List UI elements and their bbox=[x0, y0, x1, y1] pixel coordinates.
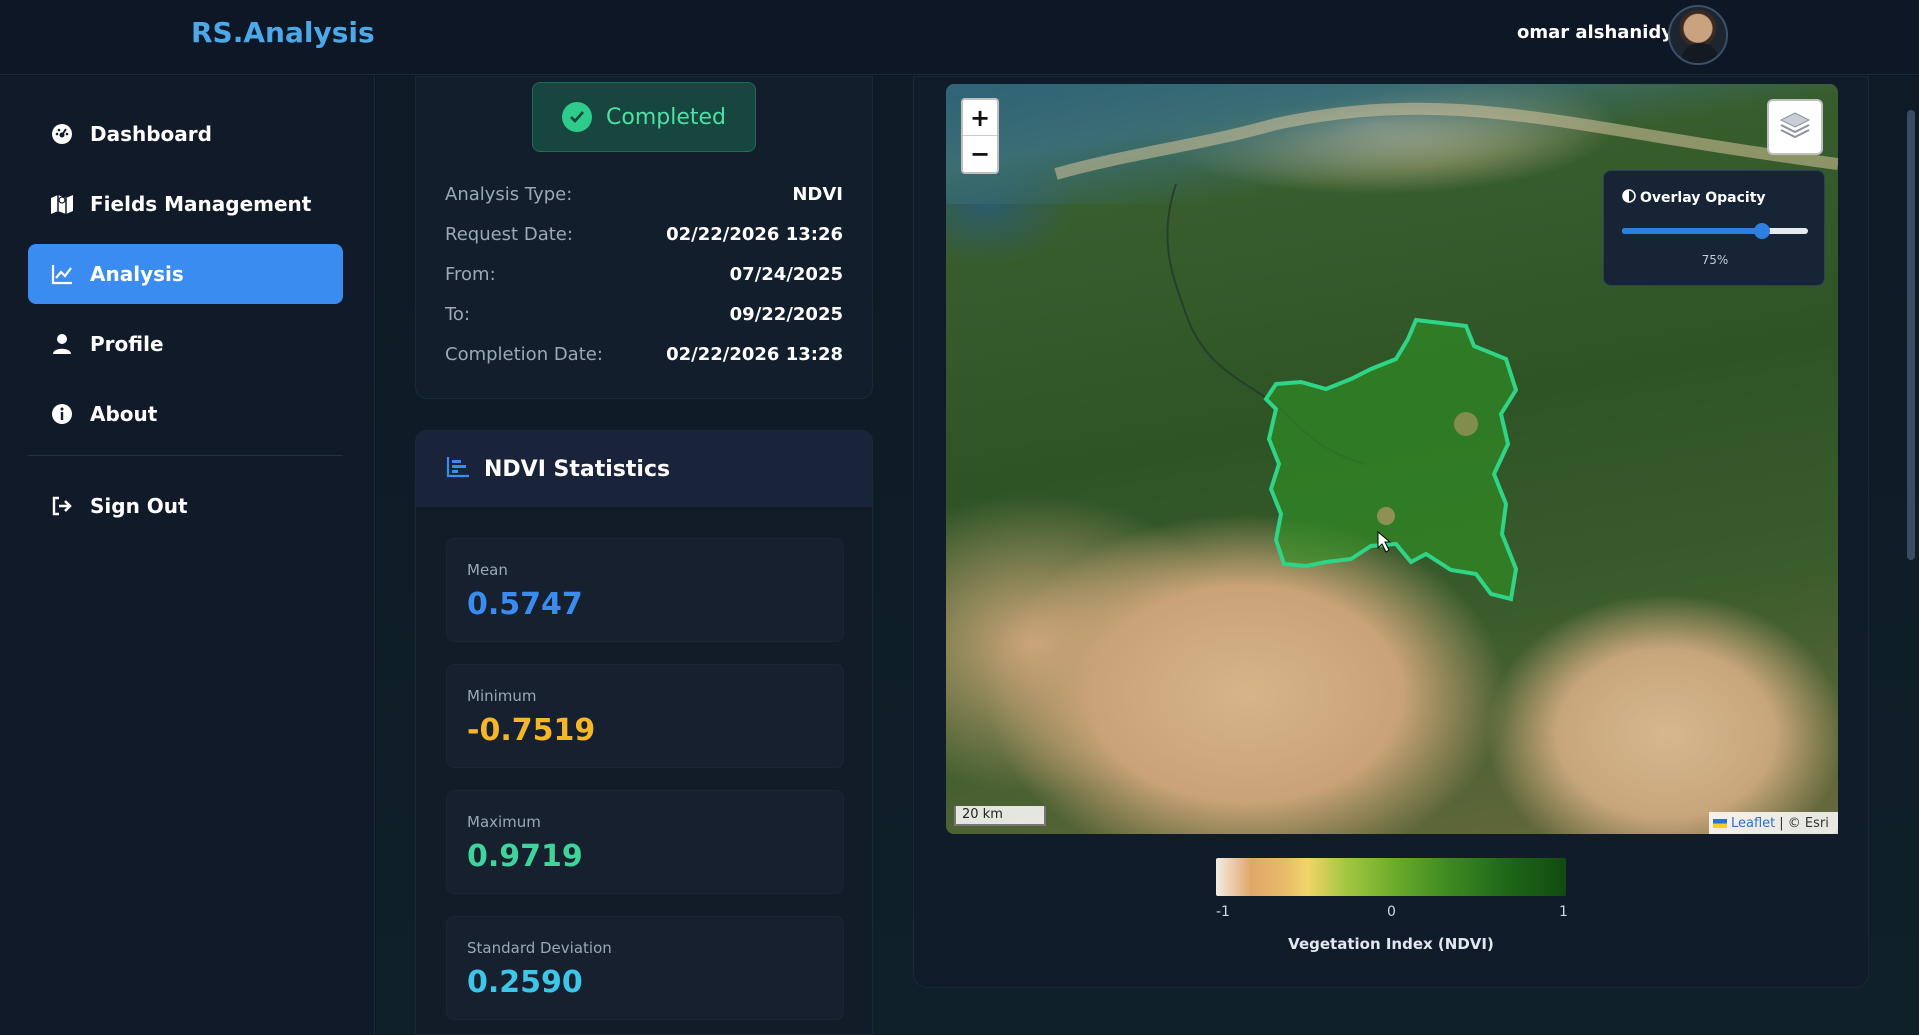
check-circle-icon bbox=[562, 102, 592, 132]
chart-line-icon bbox=[50, 262, 74, 286]
legend-min-label: -1 bbox=[1216, 904, 1230, 920]
sidebar-divider bbox=[28, 455, 343, 456]
overlay-opacity-panel: Overlay Opacity 75% bbox=[1603, 170, 1825, 286]
brand-logo[interactable]: RS.Analysis bbox=[191, 16, 375, 49]
info-row-completion-date: Completion Date: 02/22/2026 13:28 bbox=[445, 344, 843, 365]
attribution-text: | © Esri bbox=[1779, 815, 1829, 831]
gauge-icon bbox=[50, 122, 74, 146]
sidebar-item-label: Fields Management bbox=[90, 192, 312, 216]
stat-maximum: Maximum 0.9719 bbox=[446, 790, 844, 894]
sidebar bbox=[0, 76, 375, 1035]
legend-mid-label: 0 bbox=[1387, 904, 1396, 920]
user-name[interactable]: omar alshanidy bbox=[1517, 22, 1674, 43]
info-value: 02/22/2026 13:26 bbox=[666, 224, 843, 245]
info-row-analysis-type: Analysis Type: NDVI bbox=[445, 184, 843, 205]
legend-max-label: 1 bbox=[1559, 904, 1568, 920]
info-label: Completion Date: bbox=[445, 344, 603, 365]
opacity-slider[interactable] bbox=[1622, 223, 1808, 239]
info-icon bbox=[50, 402, 74, 426]
bar-chart-icon bbox=[446, 456, 470, 482]
user-icon bbox=[50, 332, 74, 356]
legend-title: Vegetation Index (NDVI) bbox=[1288, 935, 1494, 953]
stat-value: 0.2590 bbox=[467, 965, 583, 1000]
info-label: To: bbox=[445, 304, 471, 325]
info-value: 09/22/2025 bbox=[729, 304, 843, 325]
opacity-slider-fill bbox=[1622, 228, 1762, 234]
info-value: 07/24/2025 bbox=[729, 264, 843, 285]
info-row-from: From: 07/24/2025 bbox=[445, 264, 843, 285]
opacity-value: 75% bbox=[1701, 253, 1729, 267]
ndvi-legend-gradient bbox=[1216, 858, 1566, 896]
info-value: NDVI bbox=[792, 184, 843, 205]
sidebar-item-label: About bbox=[90, 402, 158, 426]
satellite-map[interactable] bbox=[946, 84, 1838, 834]
info-value: 02/22/2026 13:28 bbox=[666, 344, 843, 365]
sidebar-item-dashboard[interactable]: Dashboard bbox=[28, 104, 343, 164]
sidebar-item-profile[interactable]: Profile bbox=[28, 314, 343, 374]
opacity-slider-thumb[interactable] bbox=[1753, 223, 1770, 239]
stat-label: Standard Deviation bbox=[467, 939, 612, 957]
sidebar-item-analysis[interactable]: Analysis bbox=[28, 244, 343, 304]
stats-title: NDVI Statistics bbox=[484, 456, 671, 482]
layers-icon bbox=[1778, 110, 1812, 144]
zoom-in-button[interactable]: + bbox=[963, 100, 997, 136]
status-label: Completed bbox=[606, 104, 726, 130]
contrast-icon bbox=[1622, 189, 1636, 207]
stat-value: -0.7519 bbox=[467, 713, 596, 748]
info-label: From: bbox=[445, 264, 496, 285]
info-row-request-date: Request Date: 02/22/2026 13:26 bbox=[445, 224, 843, 245]
avatar[interactable] bbox=[1668, 5, 1728, 65]
info-row-to: To: 09/22/2025 bbox=[445, 304, 843, 325]
stats-header: NDVI Statistics bbox=[416, 431, 872, 507]
map-scale: 20 km bbox=[954, 806, 1046, 826]
sidebar-item-label: Sign Out bbox=[90, 494, 188, 518]
sidebar-item-about[interactable]: About bbox=[28, 384, 343, 444]
stat-minimum: Minimum -0.7519 bbox=[446, 664, 844, 768]
map-attribution: Leaflet | © Esri bbox=[1709, 812, 1838, 834]
ukraine-flag-icon bbox=[1713, 818, 1727, 828]
stat-label: Maximum bbox=[467, 813, 541, 831]
opacity-title-label: Overlay Opacity bbox=[1640, 190, 1766, 206]
sidebar-item-label: Profile bbox=[90, 332, 164, 356]
map-overlay bbox=[1054, 102, 1838, 602]
top-bar: RS.Analysis omar alshanidy bbox=[0, 0, 1919, 75]
sidebar-item-label: Dashboard bbox=[90, 122, 212, 146]
stat-mean: Mean 0.5747 bbox=[446, 538, 844, 642]
page-scrollbar[interactable] bbox=[1907, 110, 1915, 560]
sidebar-item-sign-out[interactable]: Sign Out bbox=[28, 476, 343, 536]
sidebar-item-label: Analysis bbox=[90, 262, 184, 286]
stat-value: 0.9719 bbox=[467, 839, 583, 874]
info-label: Analysis Type: bbox=[445, 184, 573, 205]
overlay-opacity-title: Overlay Opacity bbox=[1622, 189, 1766, 207]
ndvi-statistics-card: NDVI Statistics Mean 0.5747 Minimum -0.7… bbox=[415, 430, 873, 1035]
sign-out-icon bbox=[50, 494, 74, 518]
layers-button[interactable] bbox=[1767, 99, 1823, 155]
leaflet-link[interactable]: Leaflet bbox=[1731, 815, 1776, 831]
zoom-control: + − bbox=[961, 98, 999, 174]
sidebar-item-fields-management[interactable]: Fields Management bbox=[28, 174, 343, 234]
status-badge: Completed bbox=[532, 82, 756, 152]
stat-label: Mean bbox=[467, 561, 508, 579]
stat-standard-deviation: Standard Deviation 0.2590 bbox=[446, 916, 844, 1020]
map-icon bbox=[50, 192, 74, 216]
stat-value: 0.5747 bbox=[467, 587, 583, 622]
info-label: Request Date: bbox=[445, 224, 573, 245]
stat-label: Minimum bbox=[467, 687, 537, 705]
zoom-out-button[interactable]: − bbox=[969, 140, 991, 168]
